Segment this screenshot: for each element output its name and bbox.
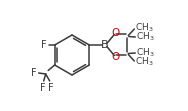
Text: B: B [101,40,108,50]
Text: CH$_3$: CH$_3$ [135,22,154,34]
Text: CH$_3$: CH$_3$ [136,31,155,43]
Text: F: F [40,83,45,93]
Text: F: F [31,68,37,78]
Text: CH$_3$: CH$_3$ [135,56,154,68]
Text: O: O [111,28,119,38]
Text: F: F [48,83,54,93]
Text: F: F [41,40,47,50]
Text: O: O [111,52,119,62]
Text: CH$_3$: CH$_3$ [136,47,155,59]
